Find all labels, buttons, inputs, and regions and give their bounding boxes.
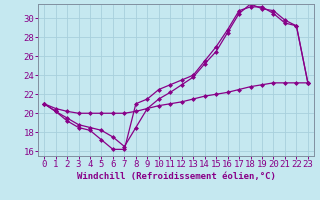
X-axis label: Windchill (Refroidissement éolien,°C): Windchill (Refroidissement éolien,°C)	[76, 172, 276, 181]
